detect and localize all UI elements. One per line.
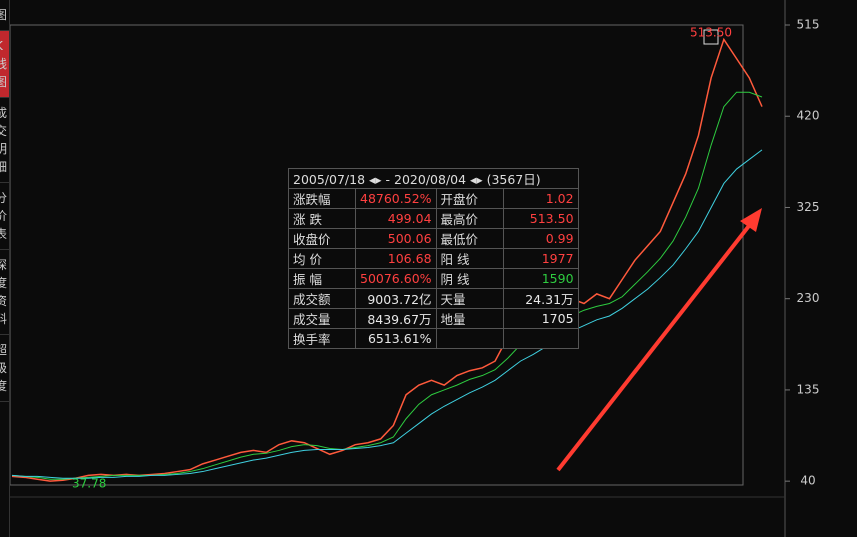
stat-value: 499.04: [355, 208, 437, 229]
stat-value: 6513.61%: [355, 328, 437, 349]
stat-label: 天量: [435, 288, 504, 309]
annotation: 37.78: [72, 477, 106, 491]
price-line: [11, 149, 763, 479]
sidebar-tab[interactable]: 图: [0, 0, 9, 31]
stat-value: 513.50: [502, 208, 579, 229]
stat-label: 最高价: [435, 208, 504, 229]
stat-value: 1.02: [502, 188, 579, 209]
y-tick-label: 515: [797, 18, 820, 32]
sidebar-tab[interactable]: 深度资料: [0, 250, 9, 335]
sidebar: 图K线图成交明细分价表深度资料超级度: [0, 0, 10, 537]
y-tick-label: 325: [797, 200, 820, 214]
stat-label: 涨跌幅: [288, 188, 356, 209]
stat-value: 1590: [502, 268, 579, 289]
stat-value: 500.06: [355, 228, 437, 249]
stat-label: 换手率: [288, 328, 356, 349]
stat-label: 涨 跌: [288, 208, 356, 229]
y-tick-label: 135: [797, 382, 820, 396]
stat-value: 106.68: [355, 248, 437, 269]
sidebar-tab[interactable]: 成交明细: [0, 98, 9, 183]
stat-value: 0.99: [502, 228, 579, 249]
stat-label: 均 价: [288, 248, 356, 269]
stat-label: 成交额: [288, 288, 356, 309]
stat-value: 48760.52%: [355, 188, 437, 209]
arrow-head: [740, 208, 762, 232]
stat-label: 阴 线: [435, 268, 504, 289]
stat-label: 最低价: [435, 228, 504, 249]
y-tick-label: 40: [800, 474, 815, 488]
price-line: [11, 91, 763, 480]
sidebar-tab[interactable]: K线图: [0, 31, 9, 98]
stats-panel: 2005/07/18 ◂▸ - 2020/08/04 ◂▸ (3567日) 涨跌幅…: [288, 168, 579, 349]
y-tick-label: 420: [797, 109, 820, 123]
stat-label: 开盘价: [435, 188, 504, 209]
sidebar-tab[interactable]: 超级度: [0, 335, 9, 402]
stat-label: 振 幅: [288, 268, 356, 289]
stat-value: 1977: [502, 248, 579, 269]
marker-box: [703, 29, 719, 45]
sidebar-tab[interactable]: 分价表: [0, 183, 9, 250]
stat-label: 地量: [435, 308, 504, 329]
y-tick-label: 230: [797, 291, 820, 305]
stat-label: 成交量: [288, 308, 356, 329]
stats-title: 2005/07/18 ◂▸ - 2020/08/04 ◂▸ (3567日): [288, 168, 579, 189]
stat-label: 收盘价: [288, 228, 356, 249]
stat-label: 阳 线: [435, 248, 504, 269]
stat-value: [502, 328, 579, 349]
stat-label: [435, 328, 504, 349]
stat-value: 24.31万: [502, 288, 579, 309]
stat-value: 1705: [502, 308, 579, 329]
annotation: 513.50: [690, 26, 732, 40]
stat-value: 8439.67万: [355, 308, 437, 329]
stat-value: 50076.60%: [355, 268, 437, 289]
trend-arrow: [556, 220, 754, 472]
stat-value: 9003.72亿: [355, 288, 437, 309]
plot-frame: [9, 24, 744, 486]
